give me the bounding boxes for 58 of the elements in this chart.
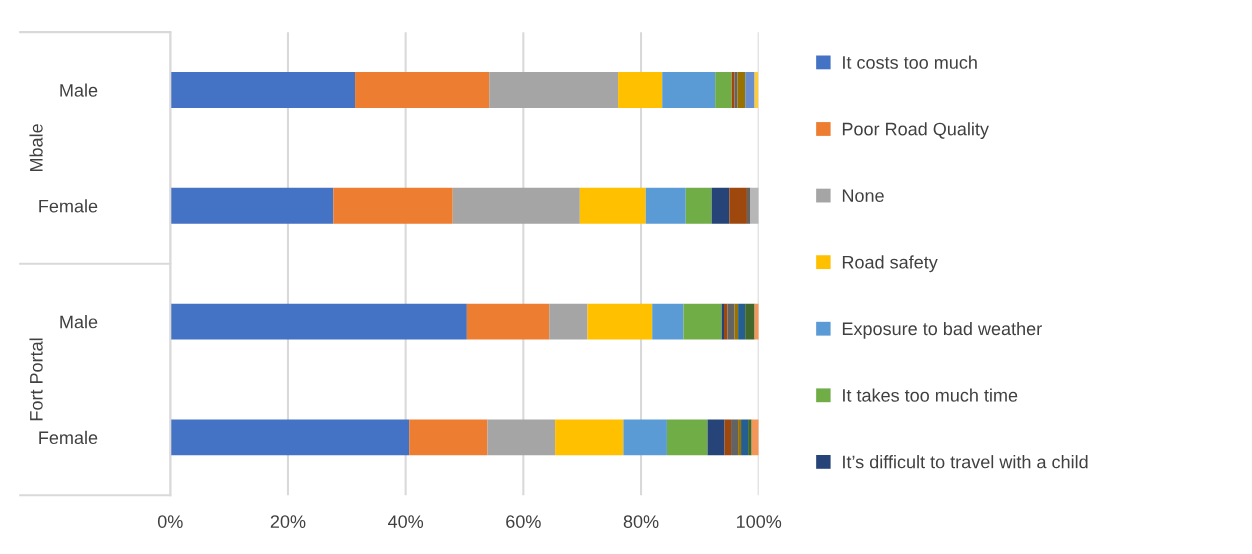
bar [729,187,747,224]
bar [170,419,410,456]
bar [727,303,735,340]
bar [170,187,334,224]
bar [355,72,490,108]
y-tick-label: Male [60,315,98,329]
legend-label: It costs too much [843,55,977,69]
bar [683,303,722,340]
x-tick-label: 80% [623,515,659,528]
x-tick-label: 40% [387,515,424,528]
y-tick-label: Female [39,199,98,213]
bar [738,303,746,340]
bar [711,187,730,224]
bar [409,419,488,456]
legend-label: None [842,189,884,203]
x-tick-label: 20% [270,515,306,528]
bar [549,303,588,340]
bar [662,72,716,108]
bar [685,187,712,224]
bar [623,419,667,456]
text: Mbale [29,124,43,172]
bar [555,419,624,456]
bar [745,303,755,340]
bar [645,187,686,224]
bar [579,187,646,224]
legend-label: Road safety [842,255,938,273]
bar [745,72,755,108]
bar [750,187,759,224]
bar [737,72,746,108]
bar [715,72,732,108]
bar [452,187,580,224]
bar [748,419,752,456]
legend-label: It’s difficult to travel with a child [843,455,1088,469]
bar [707,419,725,456]
bar [666,419,708,456]
x-tick-label: 100% [737,515,782,528]
bar [652,303,684,340]
y-tick-label: Male [60,83,98,97]
bar [723,303,728,340]
bar [466,303,550,340]
bar [487,419,556,456]
text: Fort Portal [29,338,43,421]
legend-label: Poor Road Quality [842,122,989,140]
bar [587,303,653,340]
x-tick-label: 60% [506,515,541,528]
bar [618,72,663,108]
legend-label: Exposure to bad weather [842,321,1042,339]
bar [489,72,619,108]
bar [724,419,732,456]
bar [738,419,742,456]
bar [170,303,467,340]
y-tick-label: Female [39,430,98,445]
bar [333,187,453,224]
legend-label: It takes too much time [843,388,1018,402]
bar [741,419,749,456]
bar [170,72,356,108]
x-tick-label: 0% [157,515,183,528]
bar [731,419,739,456]
